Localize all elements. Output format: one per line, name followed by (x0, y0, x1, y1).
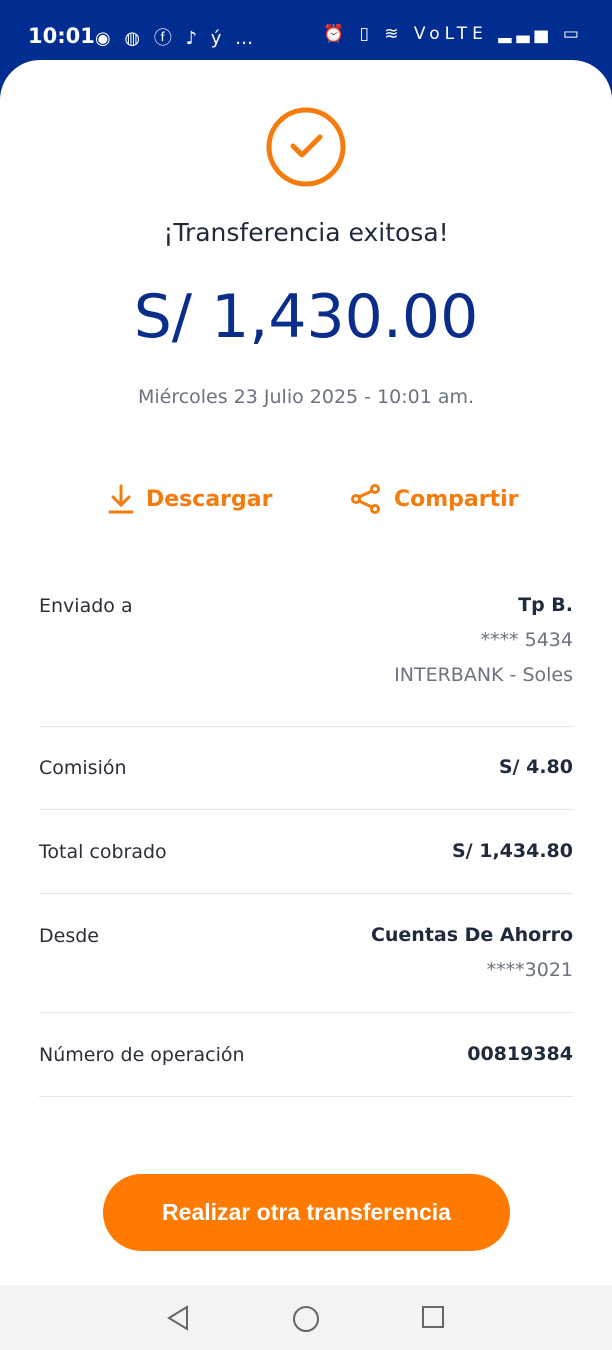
check-circle-icon (266, 107, 346, 187)
amount: S/ 1,430.00 (133, 282, 479, 352)
from-account: ****3021 (486, 959, 573, 981)
download-icon (108, 484, 134, 514)
success-title: ¡Transferencia exitosa! (163, 218, 449, 247)
transaction-date: Miércoles 23 Julio 2025 - 10:01 am. (137, 386, 475, 408)
from-label: Desde (39, 925, 99, 947)
commission-label: Comisión (39, 757, 127, 779)
recipient-bank: INTERBANK - Soles (394, 664, 573, 686)
detail-row-commission: Comisión S/ 4.80 (39, 756, 573, 810)
share-button[interactable]: Compartir (350, 484, 519, 514)
status-bar: 10:01 ◉ ◍ ⓕ ♪ ý … ⏰ ▯ ≋ VoLTE ▂▃▅ ▭ (0, 0, 612, 70)
total-label: Total cobrado (39, 841, 167, 863)
download-label: Descargar (146, 486, 273, 512)
notification-icons: ◉ ◍ ⓕ ♪ ý … (95, 28, 258, 49)
status-time: 10:01 (28, 24, 95, 48)
share-icon (351, 484, 380, 514)
total-value: S/ 1,434.80 (452, 840, 573, 862)
operation-label: Número de operación (39, 1044, 245, 1066)
operation-value: 00819384 (467, 1043, 573, 1065)
recipient-name: Tp B. (518, 594, 573, 616)
sent-to-label: Enviado a (39, 595, 133, 617)
recents-icon[interactable] (421, 1305, 445, 1329)
detail-row-sent-to: Enviado a Tp B. **** 5434 INTERBANK - Sole… (39, 594, 573, 727)
receipt-card: ¡Transferencia exitosa! S/ 1,430.00 Miér… (0, 60, 612, 1285)
detail-row-operation: Número de operación 00819384 (39, 1043, 573, 1097)
from-account-type: Cuentas De Ahorro (370, 924, 573, 946)
system-icons: ⏰ ▯ ≋ VoLTE ▂▃▅ ▭ (322, 24, 584, 44)
share-label: Compartir (394, 486, 519, 512)
back-icon[interactable] (166, 1305, 192, 1331)
android-nav-bar (0, 1285, 612, 1350)
recipient-account: **** 5434 (480, 629, 573, 651)
detail-row-from: Desde Cuentas De Ahorro ****3021 (39, 924, 573, 1013)
commission-value: S/ 4.80 (498, 756, 573, 778)
download-button[interactable]: Descargar (108, 484, 272, 514)
detail-row-total: Total cobrado S/ 1,434.80 (39, 840, 573, 894)
home-icon[interactable] (292, 1305, 320, 1333)
new-transfer-button[interactable]: Realizar otra transferencia (103, 1174, 510, 1251)
